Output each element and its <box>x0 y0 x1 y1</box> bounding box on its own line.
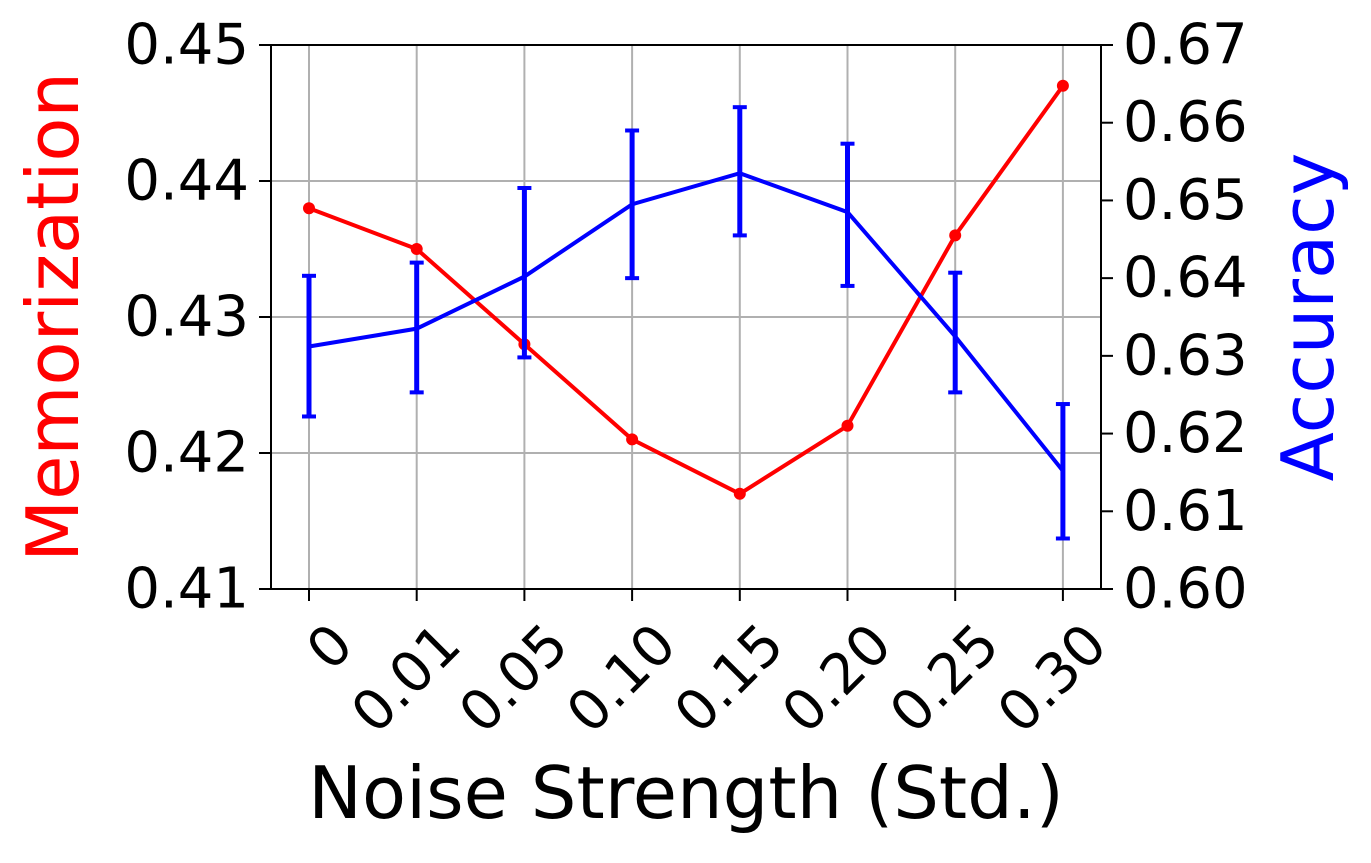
data-point <box>949 229 962 242</box>
y-right-tick-label: 0.64 <box>1123 246 1248 311</box>
data-point <box>1056 79 1069 92</box>
y-left-tick-label: 0.43 <box>124 285 249 350</box>
x-tick-label: 0.05 <box>447 612 581 746</box>
series-layer <box>302 79 1070 541</box>
series-line-1 <box>308 171 1065 473</box>
series-line-0 <box>308 84 1065 497</box>
x-tick-label: 0 <box>295 612 366 683</box>
x-tick-label: 0.25 <box>878 612 1012 746</box>
y-left-tick-label: 0.42 <box>124 421 249 486</box>
x-tick-label: 0.10 <box>555 612 689 746</box>
y-right-tick-label: 0.62 <box>1123 401 1248 466</box>
x-tick-label: 0.20 <box>770 612 904 746</box>
y-right-tick-label: 0.61 <box>1123 479 1248 544</box>
data-point <box>410 243 423 255</box>
x-tick-label: 0.30 <box>986 612 1120 746</box>
data-point <box>626 433 639 446</box>
x-tick-label: 0.01 <box>339 612 473 746</box>
y-left-axis-label: Memorization <box>11 72 95 562</box>
y-right-tick-label: 0.67 <box>1123 13 1248 78</box>
y-right-tick-label: 0.63 <box>1123 323 1248 388</box>
x-axis-label: Noise Strength (Std.) <box>308 751 1064 835</box>
x-tick-label: 0.15 <box>662 612 796 746</box>
y-right-tick-label: 0.60 <box>1123 557 1248 622</box>
data-point <box>303 202 315 215</box>
grid-layer <box>271 44 1101 590</box>
y-left-tick-label: 0.45 <box>124 13 249 78</box>
data-point <box>733 487 746 500</box>
y-left-tick-label: 0.44 <box>124 149 249 214</box>
axis-layer: 00.010.050.100.150.200.250.30 0.41 0.42 0.4… <box>124 13 1247 746</box>
y-right-axis-label: Accuracy <box>1266 153 1350 482</box>
y-right-tick-label: 0.66 <box>1123 90 1248 155</box>
y-right-tick-label: 0.65 <box>1123 168 1248 233</box>
y-left-tick-label: 0.41 <box>124 557 249 622</box>
data-point <box>841 419 854 432</box>
